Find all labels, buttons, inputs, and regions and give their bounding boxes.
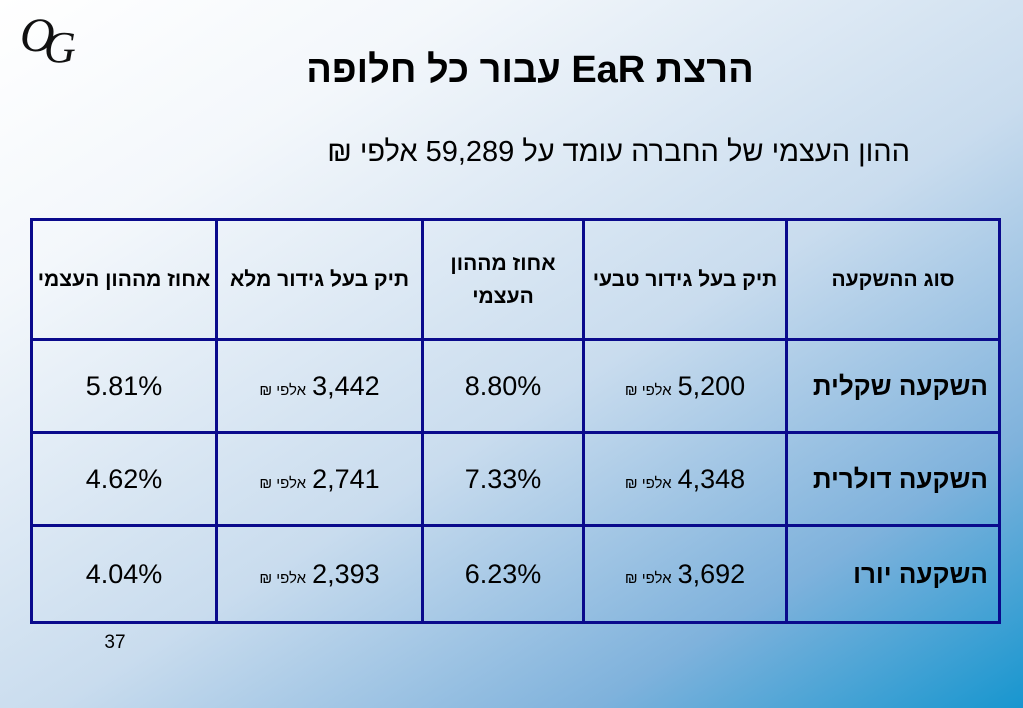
row-investment-type: השקעה שקלית [785, 338, 1001, 434]
natural-hedge-unit: אלפי ₪ [624, 474, 672, 492]
table-header-row: סוג ההשקעה תיק בעל גידור טבעי אחוז מההון… [30, 218, 1001, 341]
natural-hedge-cell: 3,692 אלפי ₪ [582, 524, 788, 624]
header-investment-type: סוג ההשקעה [785, 218, 1001, 341]
page-number: 37 [104, 632, 126, 653]
company-logo: O G [20, 10, 80, 72]
natural-equity-pct: 8.80% [421, 338, 585, 434]
full-hedge-cell: 2,393 אלפי ₪ [215, 524, 424, 624]
full-hedge-amount: 2,741 [312, 463, 380, 494]
natural-hedge-unit: אלפי ₪ [624, 381, 672, 399]
natural-hedge-cell: 5,200 אלפי ₪ [582, 338, 788, 434]
header-natural-hedge: תיק בעל גידור טבעי [582, 218, 788, 341]
full-equity-pct: 5.81% [30, 338, 218, 434]
full-hedge-cell: 3,442 אלפי ₪ [215, 338, 424, 434]
natural-equity-pct: 7.33% [421, 431, 585, 527]
full-equity-pct: 4.04% [30, 524, 218, 624]
full-hedge-unit: אלפי ₪ [259, 474, 307, 492]
full-hedge-unit: אלפי ₪ [259, 569, 307, 587]
natural-hedge-amount: 5,200 [677, 370, 746, 401]
natural-hedge-amount: 4,348 [677, 463, 746, 494]
row-investment-type: השקעה יורו [785, 524, 1001, 624]
header-natural-equity-pct: אחוז מההון העצמי [421, 218, 585, 341]
natural-hedge-unit: אלפי ₪ [624, 569, 672, 587]
full-hedge-amount: 2,393 [312, 558, 380, 589]
natural-hedge-cell: 4,348 אלפי ₪ [582, 431, 788, 527]
equity-statement: ההון העצמי של החברה עומד על 59,289 אלפי … [327, 136, 910, 168]
row-investment-type: השקעה דולרית [785, 431, 1001, 527]
natural-hedge-amount: 3,692 [677, 558, 746, 589]
full-equity-pct: 4.62% [30, 431, 218, 527]
header-full-equity-pct: אחוז מההון העצמי [30, 218, 218, 341]
full-hedge-amount: 3,442 [312, 370, 380, 401]
natural-equity-pct: 6.23% [421, 524, 585, 624]
full-hedge-unit: אלפי ₪ [259, 381, 307, 399]
table-row: השקעה שקלית 5,200 אלפי ₪ 8.80% 3,442 אלפי … [30, 338, 1001, 434]
logo-letter-g: G [44, 23, 76, 72]
full-hedge-cell: 2,741 אלפי ₪ [215, 431, 424, 527]
logo-letter-o: O [20, 9, 55, 62]
ear-table: סוג ההשקעה תיק בעל גידור טבעי אחוז מההון… [30, 218, 1001, 624]
slide-title: הרצת EaR עבור כל חלופה [306, 49, 754, 91]
header-full-hedge: תיק בעל גידור מלא [215, 218, 424, 341]
table-row: השקעה יורו 3,692 אלפי ₪ 6.23% 2,393 אלפי ₪… [30, 524, 1001, 624]
table-row: השקעה דולרית 4,348 אלפי ₪ 7.33% 2,741 אלפי… [30, 431, 1001, 527]
